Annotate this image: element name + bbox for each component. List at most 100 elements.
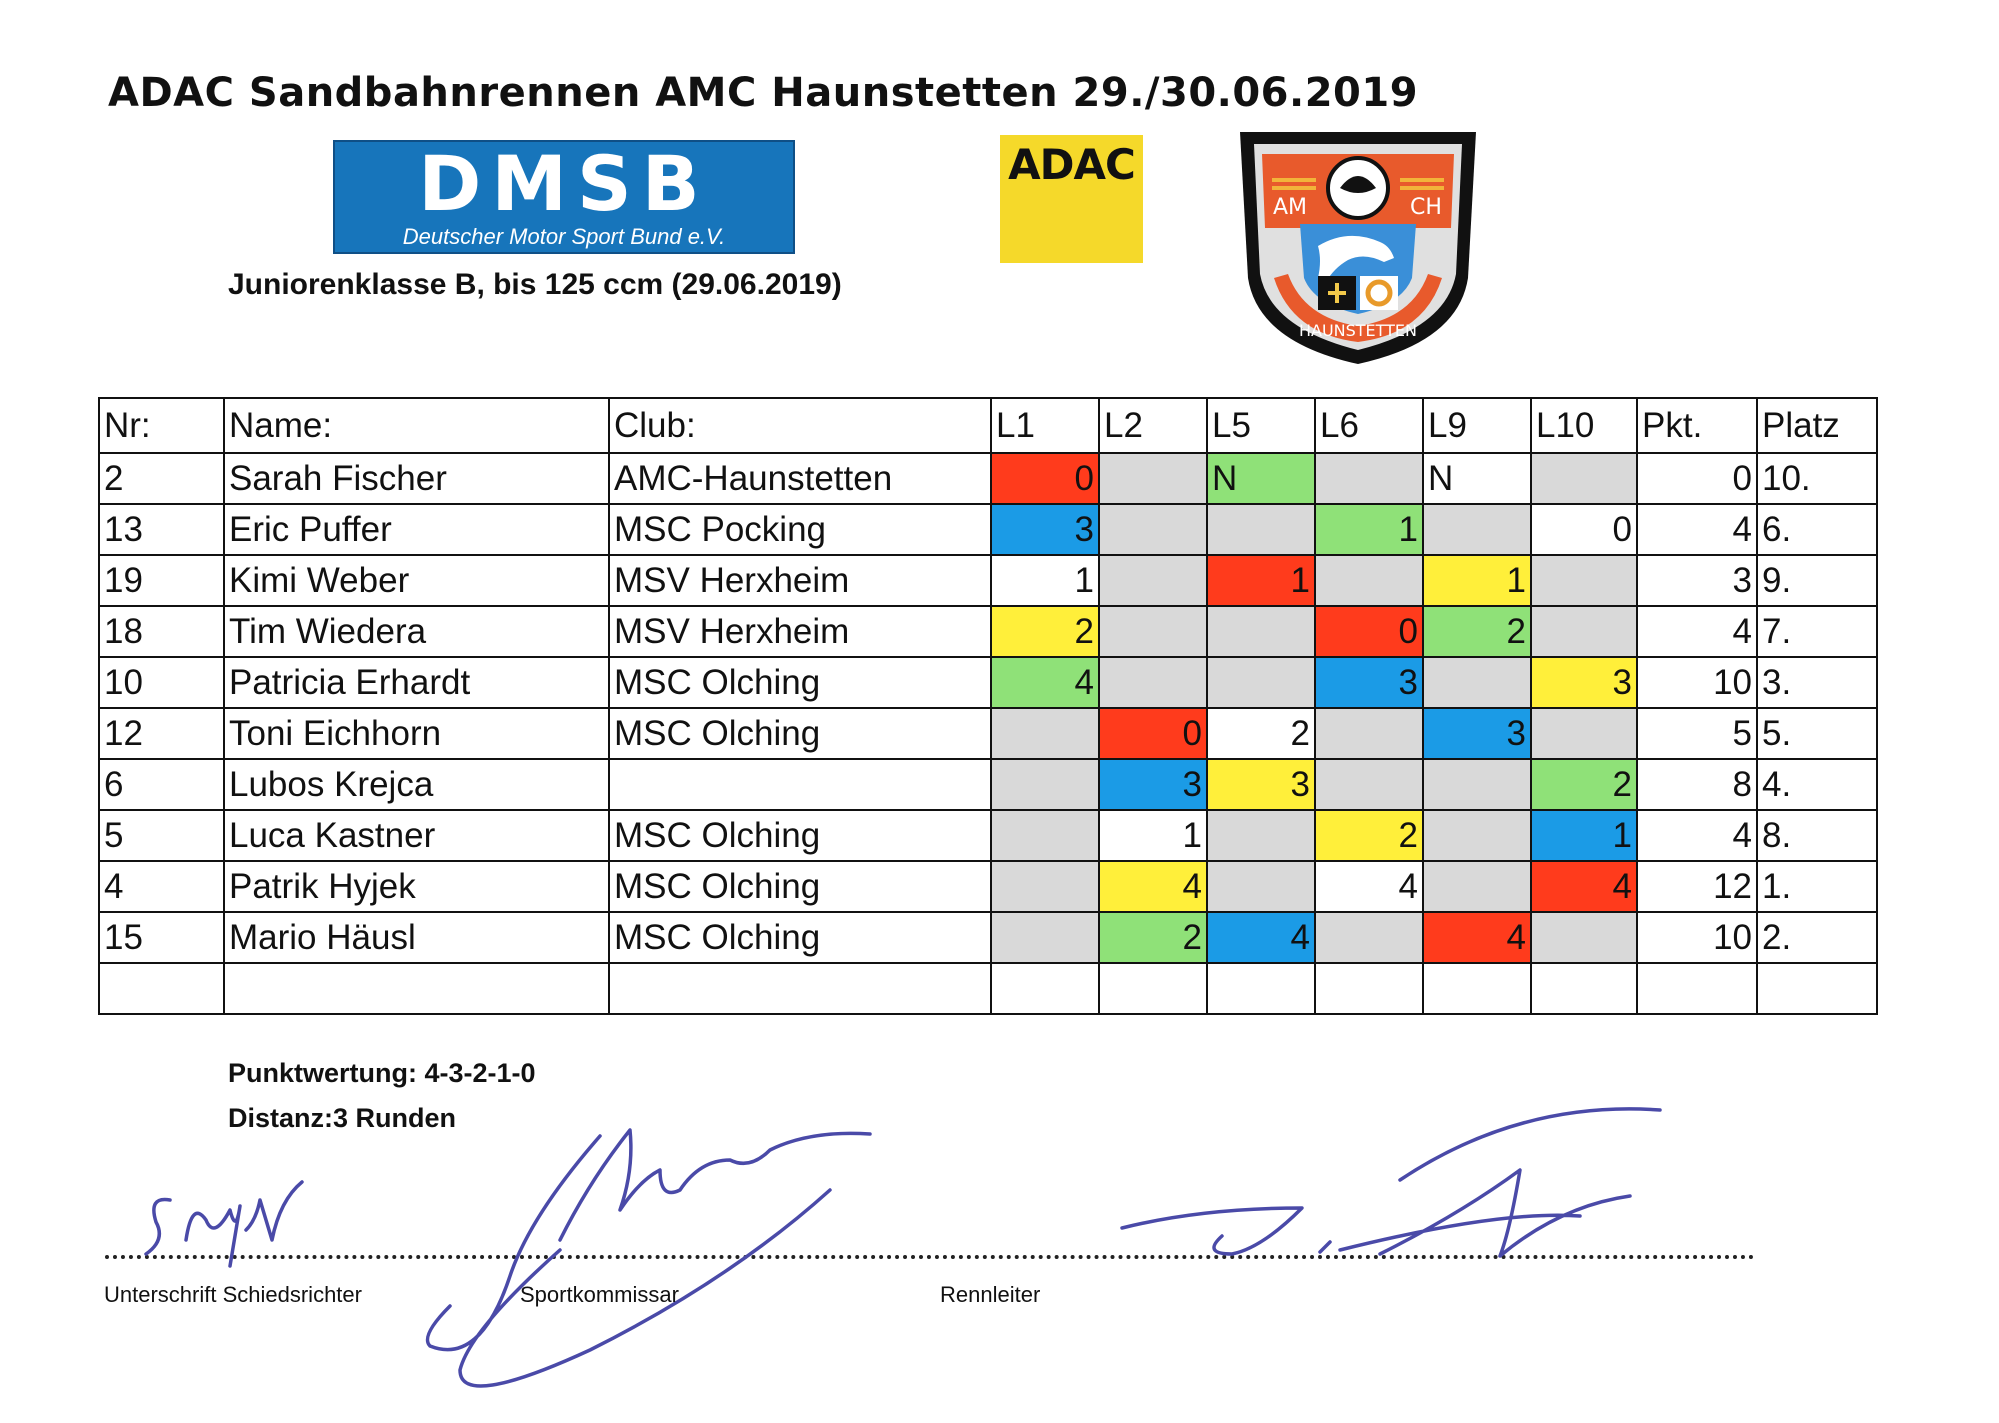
cell-l5: 3 — [1206, 758, 1316, 811]
results-table: Nr: Name: Club: L1 L2 L5 L6 L9 L10 Pkt. … — [98, 397, 1878, 1015]
table-row: 6 Lubos Krejca 3 3 2 8 4. — [98, 758, 1878, 811]
cell-l5 — [1206, 503, 1316, 556]
cell-name: Tim Wiedera — [223, 605, 610, 658]
table-row: 5 Luca Kastner MSC Olching 1 2 1 4 8. — [98, 809, 1878, 862]
cell-empty — [223, 962, 610, 1015]
header-l5: L5 — [1206, 397, 1316, 454]
dmsb-logo-subtext: Deutscher Motor Sport Bund e.V. — [402, 224, 726, 249]
cell-pkt: 0 — [1636, 452, 1758, 505]
cell-l9 — [1422, 809, 1532, 862]
dmsb-logo: DMSB Deutscher Motor Sport Bund e.V. — [333, 140, 795, 254]
cell-platz: 8. — [1756, 809, 1878, 862]
cell-club: MSC Olching — [608, 911, 992, 964]
header-l9: L9 — [1422, 397, 1532, 454]
cell-pkt: 10 — [1636, 911, 1758, 964]
cell-l10: 2 — [1530, 758, 1638, 811]
table-row: 15 Mario Häusl MSC Olching 2 4 4 10 2. — [98, 911, 1878, 964]
amc-haunstetten-crest-icon: AM CH HAUNSTETTEN — [1240, 132, 1476, 364]
referee-signature-label: Unterschrift Schiedsrichter — [104, 1282, 362, 1307]
cell-l2: 1 — [1098, 809, 1208, 862]
cell-pkt: 5 — [1636, 707, 1758, 760]
cell-l6 — [1314, 452, 1424, 505]
cell-l5: N — [1206, 452, 1316, 505]
cell-l6: 2 — [1314, 809, 1424, 862]
header-l6: L6 — [1314, 397, 1424, 454]
cell-l5: 4 — [1206, 911, 1316, 964]
header-name: Name: — [223, 397, 610, 454]
cell-l6 — [1314, 911, 1424, 964]
cell-name: Luca Kastner — [223, 809, 610, 862]
cell-pkt: 8 — [1636, 758, 1758, 811]
cell-nr: 6 — [98, 758, 225, 811]
cell-pkt: 4 — [1636, 605, 1758, 658]
cell-empty — [608, 962, 992, 1015]
distance-note: Distanz:3 Runden — [228, 1103, 457, 1133]
cell-l5 — [1206, 656, 1316, 709]
cell-l9: N — [1422, 452, 1532, 505]
adac-logo: ADAC — [1000, 135, 1143, 263]
cell-platz: 9. — [1756, 554, 1878, 607]
cell-empty — [1314, 962, 1424, 1015]
cell-l1 — [990, 860, 1100, 913]
cell-l5: 2 — [1206, 707, 1316, 760]
cell-nr: 5 — [98, 809, 225, 862]
cell-club — [608, 758, 992, 811]
cell-l10: 0 — [1530, 503, 1638, 556]
cell-l6: 3 — [1314, 656, 1424, 709]
table-row: 18 Tim Wiedera MSV Herxheim 2 0 2 4 7. — [98, 605, 1878, 658]
cell-club: MSV Herxheim — [608, 554, 992, 607]
cell-platz: 10. — [1756, 452, 1878, 505]
cell-l9 — [1422, 503, 1532, 556]
cell-nr: 12 — [98, 707, 225, 760]
cell-club: MSC Olching — [608, 860, 992, 913]
cell-l1 — [990, 911, 1100, 964]
cell-l9: 2 — [1422, 605, 1532, 658]
cell-l2 — [1098, 452, 1208, 505]
cell-l10 — [1530, 707, 1638, 760]
cell-nr: 10 — [98, 656, 225, 709]
cell-name: Sarah Fischer — [223, 452, 610, 505]
crest-right-text: CH — [1410, 195, 1442, 220]
cell-platz: 1. — [1756, 860, 1878, 913]
cell-empty — [1098, 962, 1208, 1015]
cell-name: Patricia Erhardt — [223, 656, 610, 709]
cell-l10 — [1530, 911, 1638, 964]
dmsb-logo-text: DMSB — [418, 139, 710, 228]
cell-pkt: 4 — [1636, 809, 1758, 862]
crest-left-text: AM — [1273, 195, 1307, 220]
cell-platz: 3. — [1756, 656, 1878, 709]
scoring-note: Punktwertung: 4-3-2-1-0 — [228, 1058, 536, 1088]
cell-nr: 13 — [98, 503, 225, 556]
cell-platz: 4. — [1756, 758, 1878, 811]
cell-l10 — [1530, 452, 1638, 505]
cell-l2 — [1098, 503, 1208, 556]
cell-l9: 4 — [1422, 911, 1532, 964]
cell-platz: 5. — [1756, 707, 1878, 760]
cell-platz: 6. — [1756, 503, 1878, 556]
cell-l9 — [1422, 860, 1532, 913]
cell-empty — [1422, 962, 1532, 1015]
referee-signature-icon — [144, 1180, 304, 1268]
cell-l5: 1 — [1206, 554, 1316, 607]
header-club: Club: — [608, 397, 992, 454]
cell-name: Toni Eichhorn — [223, 707, 610, 760]
cell-pkt: 10 — [1636, 656, 1758, 709]
table-header-row: Nr: Name: Club: L1 L2 L5 L6 L9 L10 Pkt. … — [98, 397, 1878, 454]
cell-l2: 2 — [1098, 911, 1208, 964]
header-l2: L2 — [1098, 397, 1208, 454]
cell-name: Patrik Hyjek — [223, 860, 610, 913]
cell-l1 — [990, 707, 1100, 760]
cell-nr: 4 — [98, 860, 225, 913]
cell-l1: 4 — [990, 656, 1100, 709]
header-pkt: Pkt. — [1636, 397, 1758, 454]
cell-club: MSC Olching — [608, 707, 992, 760]
cell-l10 — [1530, 554, 1638, 607]
cell-pkt: 4 — [1636, 503, 1758, 556]
table-row: 4 Patrik Hyjek MSC Olching 4 4 4 12 1. — [98, 860, 1878, 913]
cell-nr: 19 — [98, 554, 225, 607]
cell-platz: 7. — [1756, 605, 1878, 658]
header-l10: L10 — [1530, 397, 1638, 454]
cell-empty — [990, 962, 1100, 1015]
cell-l9 — [1422, 758, 1532, 811]
header-l1: L1 — [990, 397, 1100, 454]
